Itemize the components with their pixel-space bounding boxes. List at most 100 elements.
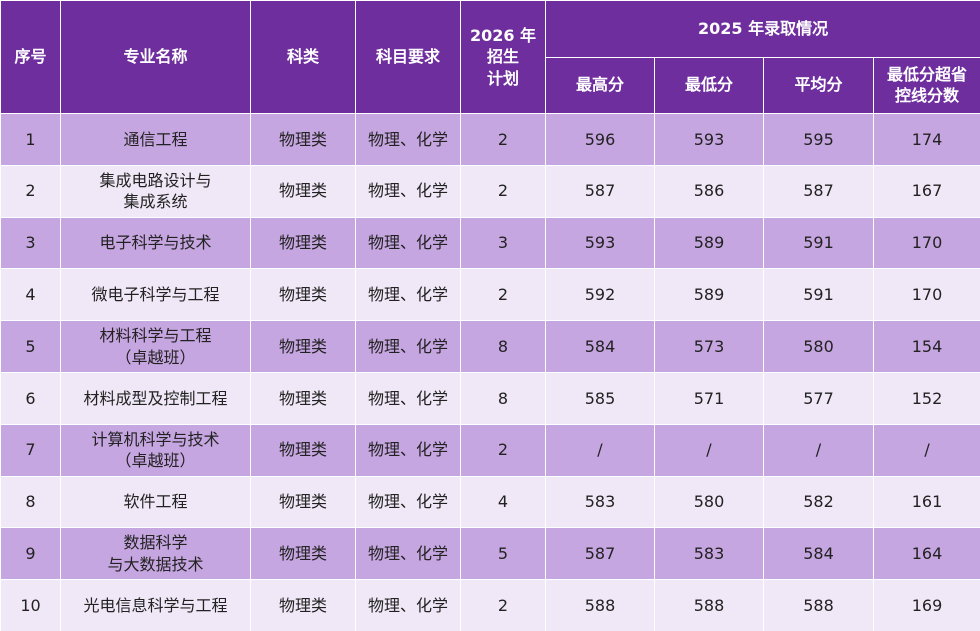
table-cell: 577 [763, 371, 874, 425]
table-row: 3 电子科学与技术 物理类 物理、化学 3 593 589 591 170 [0, 216, 980, 270]
table-row: 8 软件工程 物理类 物理、化学 4 583 580 582 161 [0, 475, 980, 529]
table-cell: 物理类 [250, 320, 356, 373]
table-cell: 152 [872, 371, 980, 425]
table-cell: 材料科学与工程 （卓越班） [60, 320, 251, 373]
table-row: 2 集成电路设计与 集成系统 物理类 物理、化学 2 587 586 587 167 [0, 164, 980, 218]
header-cell: 科类 [250, 0, 356, 114]
table-cell: 2 [460, 579, 546, 631]
table-cell: 物理类 [250, 371, 356, 425]
table-cell: 2 [460, 423, 546, 477]
table-cell: 1 [0, 113, 61, 166]
table-cell: 3 [0, 216, 61, 270]
table-cell: 物理类 [250, 164, 356, 218]
table-cell: 物理类 [250, 527, 356, 581]
table-cell: 物理、化学 [355, 475, 461, 529]
table-cell: 593 [545, 216, 655, 270]
table-cell: 数据科学 与大数据技术 [60, 527, 251, 581]
table-cell: 587 [545, 527, 655, 581]
table-cell: 585 [545, 371, 655, 425]
table-row: 7 计算机科学与技术 （卓越班） 物理类 物理、化学 2// / / [0, 423, 980, 477]
table-cell: 物理、化学 [355, 164, 461, 218]
table-cell: 4 [460, 475, 546, 529]
header-cell: 专业名称 [60, 0, 251, 114]
table-cell: 170 [872, 268, 980, 322]
table-cell: 587 [763, 164, 874, 218]
table-cell: 587 [545, 164, 655, 218]
table-cell: 计算机科学与技术 （卓越班） [60, 423, 251, 477]
table-cell: 2 [460, 164, 546, 218]
table-cell: 571 [654, 371, 764, 425]
table-cell: 物理类 [250, 113, 356, 166]
table-cell: 170 [872, 216, 980, 270]
table-cell: 物理、化学 [355, 268, 461, 322]
table-cell: 2 [460, 113, 546, 166]
table-row: 1 通信工程 物理类 物理、化学 2 596 593 595 174 [0, 113, 980, 166]
table-cell: 7 [0, 423, 61, 477]
table-cell: 592 [545, 268, 655, 322]
table-cell: 通信工程 [60, 113, 251, 166]
table-cell: 596 [545, 113, 655, 166]
table-cell: 5 [460, 527, 546, 581]
table-cell: 169 [872, 579, 980, 631]
table-cell: 软件工程 [60, 475, 251, 529]
table-cell: 583 [545, 475, 655, 529]
table-cell: 584 [545, 320, 655, 373]
table-cell: 6 [0, 371, 61, 425]
table-cell: 174 [872, 113, 980, 166]
table-cell: 582 [763, 475, 874, 529]
table-cell: 物理类 [250, 475, 356, 529]
table-cell: 4 [0, 268, 61, 322]
table-row: 4 微电子科学与工程 物理类 物理、化学 2 592 589 591 170 [0, 268, 980, 322]
table-cell: / [654, 423, 764, 477]
table-cell: 物理、化学 [355, 527, 461, 581]
table-cell: 物理、化学 [355, 216, 461, 270]
table-cell: 591 [763, 216, 874, 270]
table-cell: 593 [654, 113, 764, 166]
table-row: 6 材料成型及控制工程 物理类 物理、化学 8 585 571 577 152 [0, 371, 980, 425]
header-cell: 2026 年 招生 计划 [460, 0, 546, 114]
table-cell: 589 [654, 268, 764, 322]
table-cell: / [872, 423, 980, 477]
table-cell: 8 [0, 475, 61, 529]
table-cell: 580 [654, 475, 764, 529]
header-cell: 科目要求 [355, 0, 461, 114]
header-group: 2025 年录取情况 [544, 0, 980, 58]
header-cell: 最高分 [545, 56, 655, 114]
table-cell: 物理、化学 [355, 579, 461, 631]
table-cell: 10 [0, 579, 61, 631]
table-cell: 8 [460, 371, 546, 425]
table-cell: 电子科学与技术 [60, 216, 251, 270]
table-cell: 167 [872, 164, 980, 218]
table-body: 1 通信工程 物理类 物理、化学 2 596 593 595 174 2 集成电路设计与 集成系统物… [0, 113, 980, 631]
table-cell: 光电信息科学与工程 [60, 579, 251, 631]
table-cell: 物理类 [250, 423, 356, 477]
table-cell: 微电子科学与工程 [60, 268, 251, 322]
table-cell: 物理、化学 [355, 320, 461, 373]
table-cell: 物理类 [250, 216, 356, 270]
header-cell: 最低分超省 控线分数 [872, 56, 980, 114]
table-cell: 物理、化学 [355, 113, 461, 166]
table-cell: 2 [0, 164, 61, 218]
table-cell: 584 [763, 527, 874, 581]
table-cell: 材料成型及控制工程 [60, 371, 251, 425]
table-cell: 物理类 [250, 579, 356, 631]
table-cell: / [545, 423, 655, 477]
table-cell: 集成电路设计与 集成系统 [60, 164, 251, 218]
table-cell: 591 [763, 268, 874, 322]
table-cell: 580 [763, 320, 874, 373]
table-row: 5 材料科学与工程 （卓越班） 物理类 物理、化学 8 584 573 580 154 [0, 320, 980, 373]
table-cell: 物理、化学 [355, 423, 461, 477]
header-cell: 序号 [0, 0, 61, 114]
table-cell: 588 [763, 579, 874, 631]
table-cell: 161 [872, 475, 980, 529]
table-cell: 物理类 [250, 268, 356, 322]
table-cell: 595 [763, 113, 874, 166]
table-cell: 573 [654, 320, 764, 373]
table-cell: 9 [0, 527, 61, 581]
table-cell: 2 [460, 268, 546, 322]
header-cell: 最低分 [654, 56, 764, 114]
table-cell: 586 [654, 164, 764, 218]
table-cell: 589 [654, 216, 764, 270]
table-cell: / [763, 423, 874, 477]
